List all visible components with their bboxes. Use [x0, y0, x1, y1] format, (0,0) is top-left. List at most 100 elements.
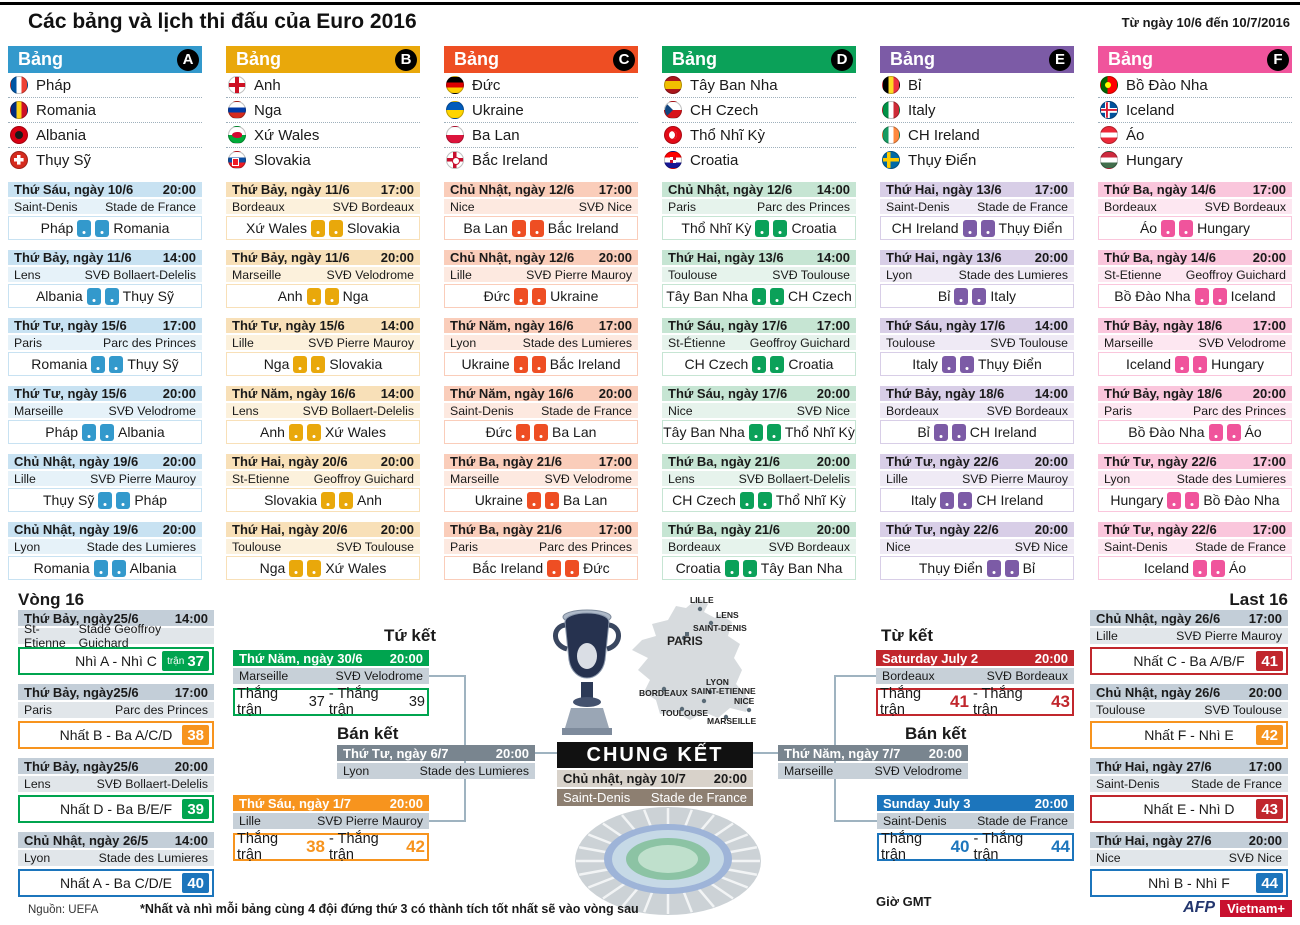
match-city: Saint-Denis [883, 814, 947, 828]
team-row: Hungary [1098, 148, 1292, 172]
match-score-row: Tây Ban Nha CH Czech [662, 284, 856, 308]
match-venue-row: Lyon Stade des Lumieres [444, 335, 638, 350]
match-block: Thứ Sáu, ngày 17/6 14:00 Toulouse SVĐ Toulo… [880, 318, 1074, 376]
match-venue-row: Lille SVĐ Pierre Mauroy [8, 471, 202, 486]
winner-number: 41 [950, 692, 969, 711]
match-venue-row: Bordeaux SVĐ Bordeaux [880, 403, 1074, 418]
match-date-row: Thứ Hai, ngày 13/6 14:00 [662, 250, 856, 265]
away-team: Pháp [134, 492, 168, 508]
match-date-row: Thứ Sáu, ngày 1/7 20:00 [233, 795, 429, 811]
match-city: Marseille [450, 471, 500, 486]
match-date: Thứ Sáu, ngày 17/6 [668, 386, 788, 401]
home-team: Italy [910, 492, 937, 508]
score-box [752, 355, 767, 373]
score-box [951, 423, 966, 441]
pairing-pre: Thắng trận [237, 686, 279, 718]
group-letter-badge: F [1267, 48, 1289, 71]
home-team: Iceland [1143, 560, 1190, 576]
match-score-row: Thụy Điển Bỉ [880, 556, 1074, 580]
match-venue-row: St-Étienne Geoffroy Guichard [662, 335, 856, 350]
team-row: Albania [8, 123, 202, 148]
match-date: Thứ Ba, ngày 21/6 [450, 522, 563, 537]
match-score-row: Ukraine Ba Lan [444, 488, 638, 512]
match-date: Chủ Nhật, ngày 26/6 [1096, 610, 1221, 626]
match-date: Chủ Nhật, ngày 26/6 [1096, 684, 1221, 700]
match-time: 20:00 [598, 250, 632, 265]
match-date-row: Thứ Sáu, ngày 17/6 17:00 [662, 318, 856, 333]
match-stadium: SVĐ Bollaert-Delelis [84, 267, 196, 282]
match-time: 14:00 [816, 250, 850, 265]
match-date-row: Thứ Bảy, ngày 11/6 14:00 [8, 250, 202, 265]
match-city: Nice [450, 199, 475, 214]
team-name: Albania [36, 126, 87, 144]
pairing-text: Nhì B - Nhì F [1148, 875, 1230, 891]
match-venue-row: Toulouse SVĐ Toulouse [226, 539, 420, 554]
match-venue-row: Marseille SVĐ Velodrome [8, 403, 202, 418]
match-date: Thứ Bảy, ngày 18/6 [1104, 318, 1223, 333]
match-stadium: SVĐ Toulouse [990, 335, 1068, 350]
score-box [514, 287, 529, 305]
final-stadium: Stade de France [650, 790, 747, 805]
team-row: Bắc Ireland [444, 148, 638, 172]
match-score-row: Nga Slovakia [226, 352, 420, 376]
badge-number: 37 [187, 652, 204, 670]
match-city: Marseille [14, 403, 64, 418]
match-venue-row: Nice SVĐ Nice [662, 403, 856, 418]
match-date: Thứ Tư, ngày 15/6 [14, 318, 127, 333]
home-team: Iceland [1125, 356, 1172, 372]
match-date: Thứ Hai, ngày 27/6 [1096, 832, 1212, 848]
match-venue-row: St-Etienne Geoffroy Guichard [226, 471, 420, 486]
match-date: Thứ Sáu, ngày 10/6 [14, 182, 134, 197]
winner-number: 43 [1051, 692, 1070, 711]
match-date: Thứ Sáu, ngày 17/6 [668, 318, 788, 333]
away-team: Bắc Ireland [549, 356, 621, 372]
match-time: 20:00 [389, 795, 423, 811]
match-venue-row: Paris Parc des Princes [444, 539, 638, 554]
score-box [95, 219, 110, 237]
match-city: Nice [1096, 851, 1121, 865]
final-date: Chủ nhật, ngày 10/7 [563, 771, 686, 786]
stadium-spoke [643, 889, 655, 913]
score-box [757, 491, 772, 509]
match-time: 20:00 [1034, 650, 1068, 666]
team-row: CH Ireland [880, 123, 1074, 148]
group-team-list: Anh Nga Xứ Wales Slovakia [226, 73, 420, 172]
match-score-row: Bồ Đào Nha Áo [1098, 420, 1292, 444]
match-stadium: SVĐ Velodrome [544, 471, 633, 486]
score-box [1193, 559, 1208, 577]
home-team: Romania [31, 356, 88, 372]
match-stadium: Stade de France [977, 199, 1068, 214]
match-block: Chủ Nhật, ngày 19/6 20:00 Lille SVĐ Pierre … [8, 454, 202, 512]
match-number-badge: 42 [1256, 725, 1283, 745]
score-box [547, 559, 562, 577]
score-box [306, 423, 321, 441]
score-box [941, 355, 956, 373]
score-box [91, 355, 106, 373]
round16-pairing-box: Nhất A - Ba C/D/E 40 [18, 869, 214, 897]
match-city: Lyon [24, 851, 51, 865]
round16-match: Thứ Hai, ngày 27/6 17:00 Saint-Denis Stade … [1090, 758, 1288, 823]
match-stadium: SVĐ Bollaert-Delelis [738, 471, 850, 486]
away-team: Bắc Ireland [547, 220, 619, 236]
stadium-spoke [587, 874, 619, 889]
match-city: Nice [886, 539, 911, 554]
team-row: Áo [1098, 123, 1292, 148]
match-city: Lens [24, 777, 51, 791]
match-stadium: SVĐ Bordeaux [986, 403, 1068, 418]
group-letter-badge: D [831, 48, 853, 71]
home-team: Nga [263, 356, 290, 372]
match-city: Lens [232, 403, 259, 418]
match-city: Saint-Denis [1096, 777, 1160, 791]
albania-flag-icon [10, 126, 28, 144]
badge-number: 43 [1261, 800, 1278, 818]
team-name: Bồ Đào Nha [1126, 76, 1208, 94]
match-venue-row: Lille SVĐ Pierre Mauroy [1090, 628, 1288, 644]
match-stadium: SVĐ Toulouse [772, 267, 850, 282]
score-box [954, 287, 969, 305]
bracket-connector [834, 675, 878, 677]
round16-match: Thứ Bảy, ngày25/6 14:00 St-Etienne Stade Ge… [18, 610, 214, 675]
home-team: Albania [35, 288, 83, 304]
match-block: Thứ Tư, ngày 15/6 14:00 Lille SVĐ Pierre Ma… [226, 318, 420, 376]
match-city: Paris [668, 199, 697, 214]
